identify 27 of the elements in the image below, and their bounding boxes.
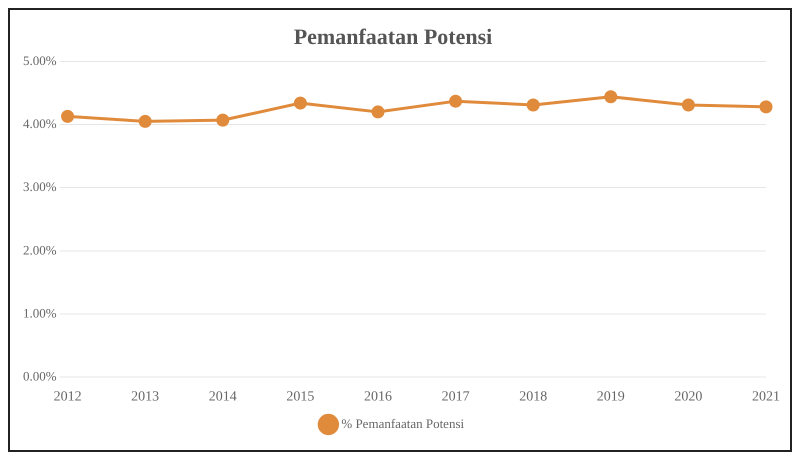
x-tick-label: 2018 <box>519 389 548 404</box>
x-tick-label: 2014 <box>208 389 237 404</box>
y-tick-label: 4.00% <box>22 116 57 131</box>
point <box>682 98 695 112</box>
y-tick-label: 1.00% <box>22 305 57 320</box>
x-tick-label: 2012 <box>54 389 82 404</box>
x-tick-label: 2019 <box>596 389 625 404</box>
point <box>604 90 618 104</box>
x-tick-label: 2016 <box>364 389 392 404</box>
point <box>216 114 230 127</box>
y-tick-label: 0.00% <box>22 368 57 384</box>
point <box>371 105 384 118</box>
x-tick-label: 2021 <box>752 389 780 404</box>
x-tick-label: 2020 <box>674 389 702 404</box>
x-tick-label: 2013 <box>131 389 160 404</box>
x-tick-label: 2017 <box>442 389 470 404</box>
point <box>526 98 540 112</box>
y-tick-label: 5.00% <box>22 52 57 68</box>
legend-label: % Pemanfaatan Potensi <box>341 416 465 431</box>
x-tick-label: 2015 <box>286 389 314 404</box>
y-tick-label: 2.00% <box>22 242 57 258</box>
point <box>294 96 307 110</box>
point <box>138 114 152 128</box>
point <box>449 94 462 108</box>
point <box>760 100 772 114</box>
y-tick-label: 3.00% <box>22 179 57 194</box>
chart-title: Pemanfaatan Potensi <box>294 24 492 49</box>
